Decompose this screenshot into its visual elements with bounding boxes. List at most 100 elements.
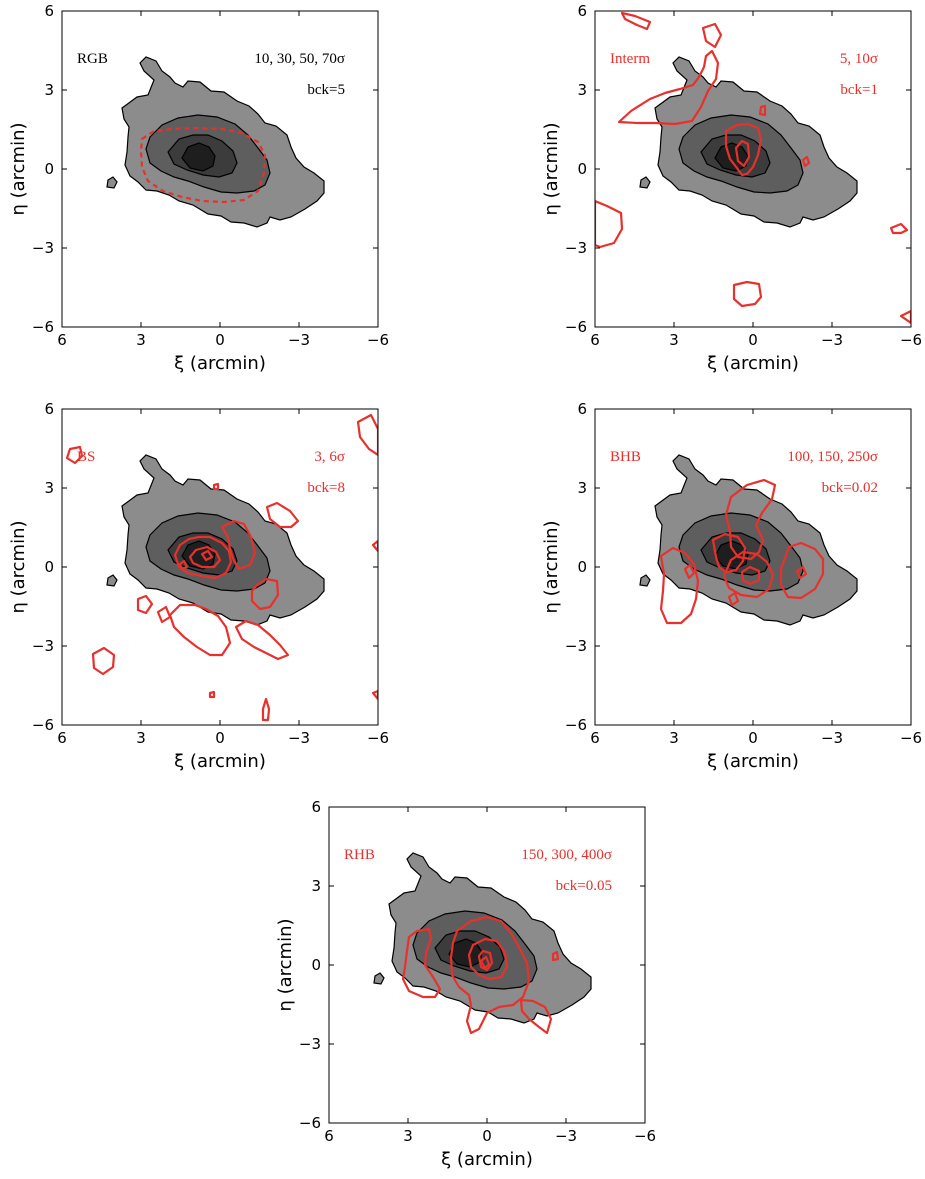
x-tick-label: 3 [669, 331, 679, 349]
y-tick-label: 3 [311, 877, 321, 895]
y-tick-label: 6 [577, 2, 587, 20]
y-tick-label: −6 [299, 1114, 321, 1132]
y-tick-label: 0 [311, 956, 321, 974]
overlay-contour-6 [519, 998, 553, 1035]
overlay-contour-10 [889, 222, 909, 235]
overlay-contour-2 [620, 11, 652, 31]
x-tick-label: −3 [821, 729, 843, 747]
x-tick-label: 0 [748, 331, 758, 349]
overlay-contour-4 [477, 949, 494, 972]
population-label: RHB [344, 847, 375, 863]
overlay-contour-9 [727, 591, 740, 607]
x-tick-label: 6 [57, 331, 67, 349]
plot-area [329, 807, 645, 1123]
x-axis-label: ξ (arcmin) [174, 353, 266, 374]
y-axis-label: η (arcmin) [8, 520, 29, 613]
y-axis-label: η (arcmin) [541, 122, 562, 215]
x-tick-label: 6 [324, 1127, 334, 1145]
y-tick-label: 6 [311, 798, 321, 816]
x-tick-label: −6 [634, 1127, 656, 1145]
y-tick-label: −3 [32, 239, 54, 257]
x-tick-label: 3 [136, 729, 146, 747]
x-axis-label: ξ (arcmin) [707, 751, 799, 772]
y-tick-label: 3 [44, 479, 54, 497]
overlay-contour-14 [356, 413, 378, 457]
y-tick-label: 3 [577, 81, 587, 99]
x-tick-label: −6 [900, 331, 922, 349]
x-tick-label: 6 [590, 729, 600, 747]
panel-interm: 6 3 0 −3 −6 −6 −3 0 3 6 ξ (arcmin) η (arcmin) Interm… [541, 2, 922, 374]
overlay-contour-17 [261, 697, 271, 722]
overlay-contour-6 [220, 519, 257, 571]
overlay-contour-11 [899, 309, 911, 325]
panel-rhb: 6 3 0 −3 −6 −6 −3 0 3 6 ξ (arcmin) η (arcmin) RHB 150… [275, 798, 656, 1170]
plot-area [595, 409, 911, 725]
overlay-contour-5 [178, 559, 189, 571]
x-tick-label: −6 [900, 729, 922, 747]
sigma-levels-label: 5, 10σ [840, 51, 878, 67]
plot-area [595, 11, 911, 327]
overlay-contour-3 [188, 545, 222, 569]
background-label: bck=0.02 [822, 480, 878, 496]
y-tick-label: 6 [44, 400, 54, 418]
background-label: bck=0.05 [556, 878, 612, 894]
x-tick-label: 3 [403, 1127, 413, 1145]
sigma-levels-label: 3, 6σ [314, 449, 345, 465]
overlay-contour-8 [683, 563, 696, 580]
y-tick-label: 3 [44, 81, 54, 99]
overlay-contour-5 [740, 565, 761, 586]
background-label: bck=5 [307, 82, 345, 98]
overlay-contour-13 [91, 646, 116, 676]
y-tick-label: −3 [565, 239, 587, 257]
population-label: BHB [610, 449, 641, 465]
x-tick-label: −3 [555, 1127, 577, 1145]
background-label: bck=1 [840, 82, 878, 98]
overlay-contour-7 [801, 155, 811, 168]
overlay-contour-6 [758, 104, 767, 117]
overlay-contour-4 [722, 550, 775, 599]
y-tick-label: −3 [32, 637, 54, 655]
x-axis-label: ξ (arcmin) [707, 353, 799, 374]
overlay-contour-11 [136, 594, 154, 615]
x-tick-label: 3 [136, 331, 146, 349]
overlay-contour-2 [449, 915, 531, 1035]
overlay-contour-9 [732, 280, 763, 308]
overlay-contour-10 [234, 619, 290, 661]
y-tick-label: 6 [577, 400, 587, 418]
x-axis-label: ξ (arcmin) [174, 751, 266, 772]
overlay-contour-16 [212, 482, 220, 491]
population-label: RGB [77, 51, 108, 67]
overlay-contour-2 [659, 546, 700, 625]
overlay-contour-8 [595, 199, 624, 249]
y-axis-label: η (arcmin) [8, 122, 29, 215]
x-tick-label: −3 [288, 331, 310, 349]
overlay-contour-7 [551, 950, 560, 962]
overlay-contour-4 [200, 549, 214, 562]
panel-rgb: 6 3 0 −3 −6 −6 −3 0 3 6 ξ (arcmin) η (arcmin) RGB 10,… [8, 2, 389, 374]
overlay-contour-6 [779, 541, 825, 600]
sigma-levels-label: 150, 300, 400σ [521, 847, 612, 863]
overlay-contour-18 [371, 689, 378, 701]
y-tick-label: 0 [577, 160, 587, 178]
panel-bs: 6 3 0 −3 −6 −6 −3 0 3 6 ξ (arcmin) η (arcmin) BS 3, 6… [8, 400, 389, 772]
overlay-contour-7 [265, 501, 300, 529]
x-tick-label: 6 [57, 729, 67, 747]
panel-bhb: 6 3 0 −3 −6 −6 −3 0 3 6 ξ (arcmin) η (arcmin) BHB 100… [541, 400, 922, 772]
overlay-contour-8 [250, 577, 280, 611]
sigma-levels-label: 10, 30, 50, 70σ [254, 51, 345, 67]
overlay-contour-9 [168, 603, 232, 657]
x-tick-label: 3 [669, 729, 679, 747]
y-tick-label: 3 [577, 479, 587, 497]
overlay-contour-5 [479, 955, 491, 970]
y-tick-label: −3 [565, 637, 587, 655]
y-tick-label: 0 [44, 558, 54, 576]
overlay-contour-1 [139, 126, 267, 204]
y-tick-label: −6 [32, 318, 54, 336]
overlay-contour-12 [156, 605, 172, 624]
y-tick-label: 6 [44, 2, 54, 20]
y-tick-label: −6 [32, 716, 54, 734]
x-tick-label: 0 [215, 729, 225, 747]
plot-area [62, 11, 378, 327]
population-label: BS [77, 449, 95, 465]
